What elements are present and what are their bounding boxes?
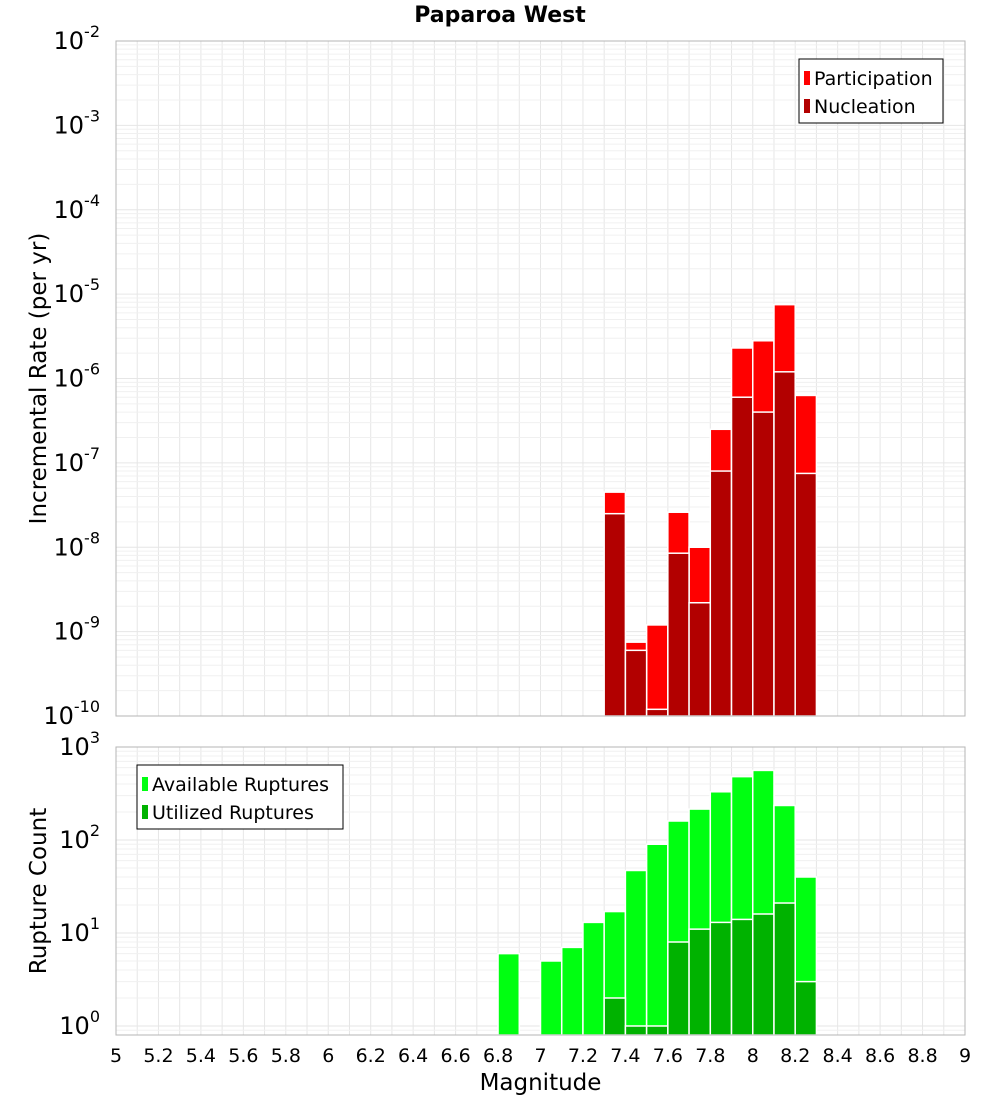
bar-available-ruptures — [582, 921, 605, 1036]
x-tick-label: 8.6 — [865, 1045, 895, 1067]
x-tick-label: 6.4 — [398, 1045, 428, 1067]
legend-label: Available Ruptures — [152, 774, 329, 796]
x-tick-label: 9 — [959, 1045, 971, 1067]
legend-label: Utilized Ruptures — [152, 802, 314, 824]
x-tick-label: 8 — [747, 1045, 759, 1067]
x-tick-label: 6.2 — [356, 1045, 386, 1067]
chart-panel-1: 10-2 10-3 10-4 10-5 10-6 10-7 10-8 10-9 10-10 Inc… — [26, 22, 966, 730]
plot-frame — [115, 40, 966, 717]
y-tick-label: 10-9 — [54, 613, 101, 646]
bar-utilized-ruptures — [730, 918, 754, 1036]
bar-utilized-ruptures — [667, 941, 690, 1036]
y-tick-label: 10-8 — [54, 528, 101, 561]
x-tick-label: 5.8 — [271, 1045, 301, 1067]
bar-nucleation — [688, 601, 712, 717]
bar-nucleation — [624, 649, 648, 717]
x-tick-label: 6.6 — [440, 1045, 470, 1067]
bar-available-ruptures — [645, 843, 669, 1036]
bar-participation — [645, 624, 669, 717]
y-tick-label: 102 — [59, 821, 100, 854]
bar-nucleation — [752, 411, 775, 717]
y-tick-label: 10-4 — [54, 191, 101, 224]
x-tick-label: 6 — [322, 1045, 334, 1067]
x-tick-label: 7 — [534, 1045, 546, 1067]
x-tick-label: 5 — [110, 1045, 122, 1067]
plot-frame — [115, 746, 966, 1036]
y-tick-label: 101 — [59, 914, 100, 947]
y-axis-title: Incremental Rate (per yr) — [26, 233, 52, 525]
bar-nucleation — [603, 512, 627, 717]
y-tick-label: 10-3 — [54, 106, 101, 139]
bar-nucleation — [667, 552, 690, 717]
x-tick-label: 8.2 — [780, 1045, 810, 1067]
bar-utilized-ruptures — [752, 913, 775, 1036]
legend-swatch — [804, 99, 810, 113]
legend-swatch — [142, 777, 148, 791]
bar-utilized-ruptures — [603, 997, 627, 1036]
bar-utilized-ruptures — [709, 921, 733, 1036]
bar-available-ruptures — [539, 960, 563, 1036]
bar-nucleation — [773, 371, 796, 717]
bar-utilized-ruptures — [794, 980, 818, 1036]
y-tick-label: 10-2 — [54, 22, 101, 55]
legend: Participation Nucleation — [798, 58, 944, 124]
legend-box — [136, 764, 344, 830]
x-tick-label: 8.8 — [907, 1045, 937, 1067]
y-tick-label: 10-10 — [43, 697, 100, 730]
bar-utilized-ruptures — [688, 928, 712, 1036]
bar-nucleation — [709, 470, 733, 717]
x-tick-label: 5.6 — [228, 1045, 258, 1067]
bar-nucleation — [730, 396, 754, 717]
legend-swatch — [804, 71, 810, 85]
bar-available-ruptures — [560, 946, 584, 1036]
y-tick-label: 10-7 — [54, 444, 101, 477]
bar-utilized-ruptures — [645, 1025, 669, 1036]
x-tick-label: 8.4 — [823, 1045, 853, 1067]
x-tick-label: 5.4 — [186, 1045, 216, 1067]
bar-available-ruptures — [624, 869, 648, 1036]
x-tick-label: 5.2 — [143, 1045, 173, 1067]
y-tick-label: 10-6 — [54, 360, 101, 393]
x-axis-title: Magnitude — [480, 1070, 602, 1096]
x-tick-label: 7.2 — [568, 1045, 598, 1067]
x-tick-label: 7.8 — [695, 1045, 725, 1067]
legend: Available Ruptures Utilized Ruptures — [136, 764, 344, 830]
x-tick-label: 7.4 — [610, 1045, 640, 1067]
y-tick-label: 103 — [59, 728, 100, 761]
bar-nucleation — [794, 472, 818, 717]
x-tick-label: 6.8 — [483, 1045, 513, 1067]
bar-utilized-ruptures — [624, 1025, 648, 1036]
legend-label: Nucleation — [814, 96, 916, 118]
legend-swatch — [142, 805, 148, 819]
legend-box — [798, 58, 944, 124]
chart-title: Paparoa West — [414, 3, 586, 28]
bar-utilized-ruptures — [773, 902, 796, 1036]
x-tick-label: 7.6 — [653, 1045, 683, 1067]
y-tick-label: 100 — [59, 1007, 100, 1040]
y-tick-label: 10-5 — [54, 275, 101, 308]
legend-label: Participation — [814, 68, 933, 90]
bar-nucleation — [645, 708, 669, 717]
y-axis-title: Rupture Count — [26, 808, 52, 974]
bar-available-ruptures — [497, 952, 521, 1036]
